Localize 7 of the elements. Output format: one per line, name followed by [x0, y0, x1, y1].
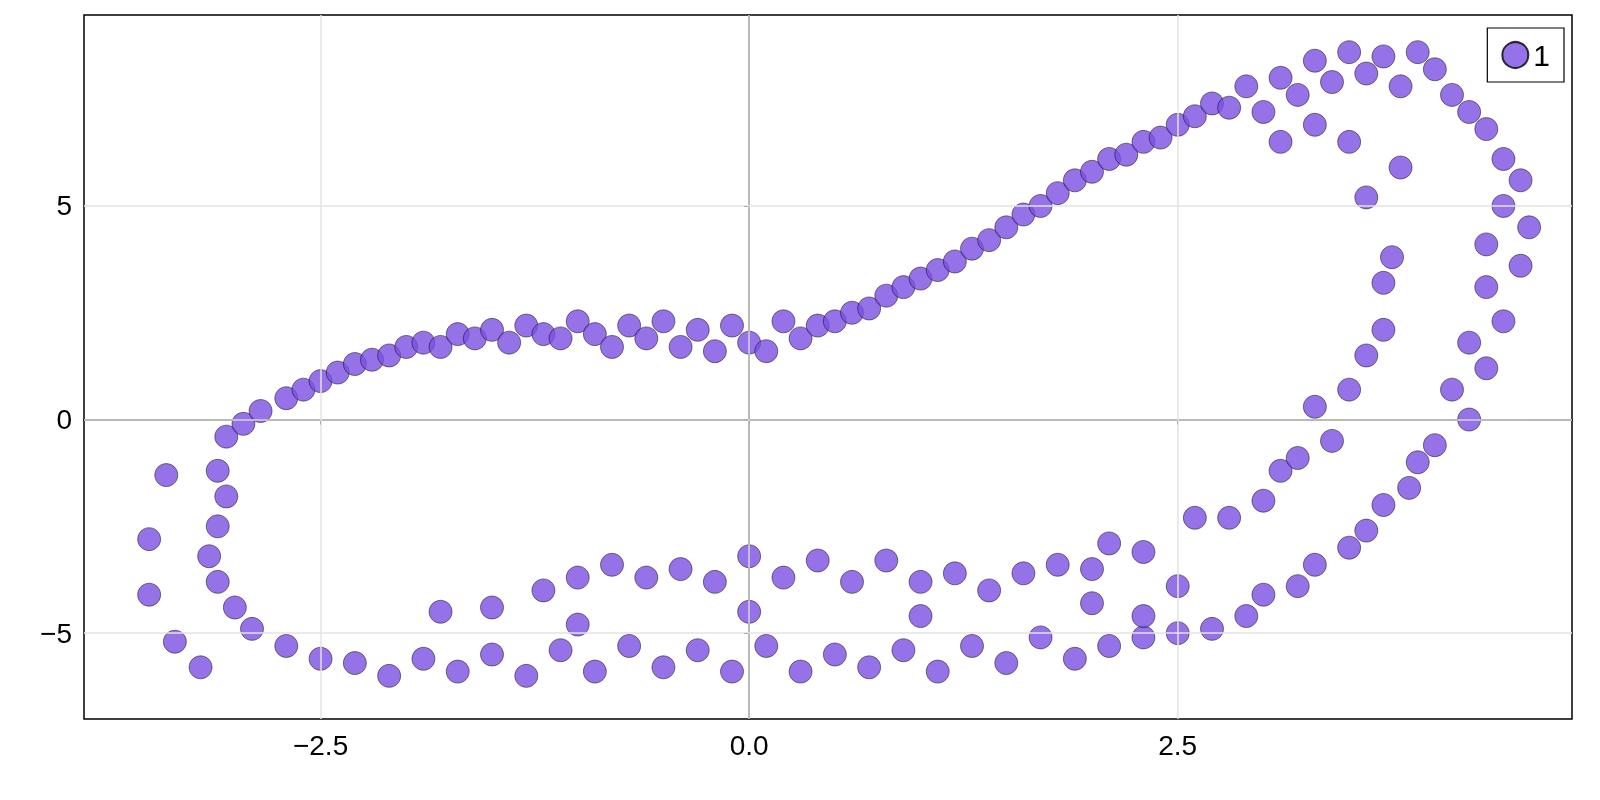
x-tick-label: 0.0 — [729, 729, 769, 761]
y-tick-label: 0 — [56, 404, 72, 436]
x-tick-label: 2.5 — [1158, 729, 1198, 761]
y-tick-label: 5 — [56, 190, 72, 222]
x-tick-label: −2.5 — [292, 729, 349, 761]
y-tick-label: −5 — [40, 617, 72, 649]
legend-label: 1 — [1533, 38, 1550, 72]
